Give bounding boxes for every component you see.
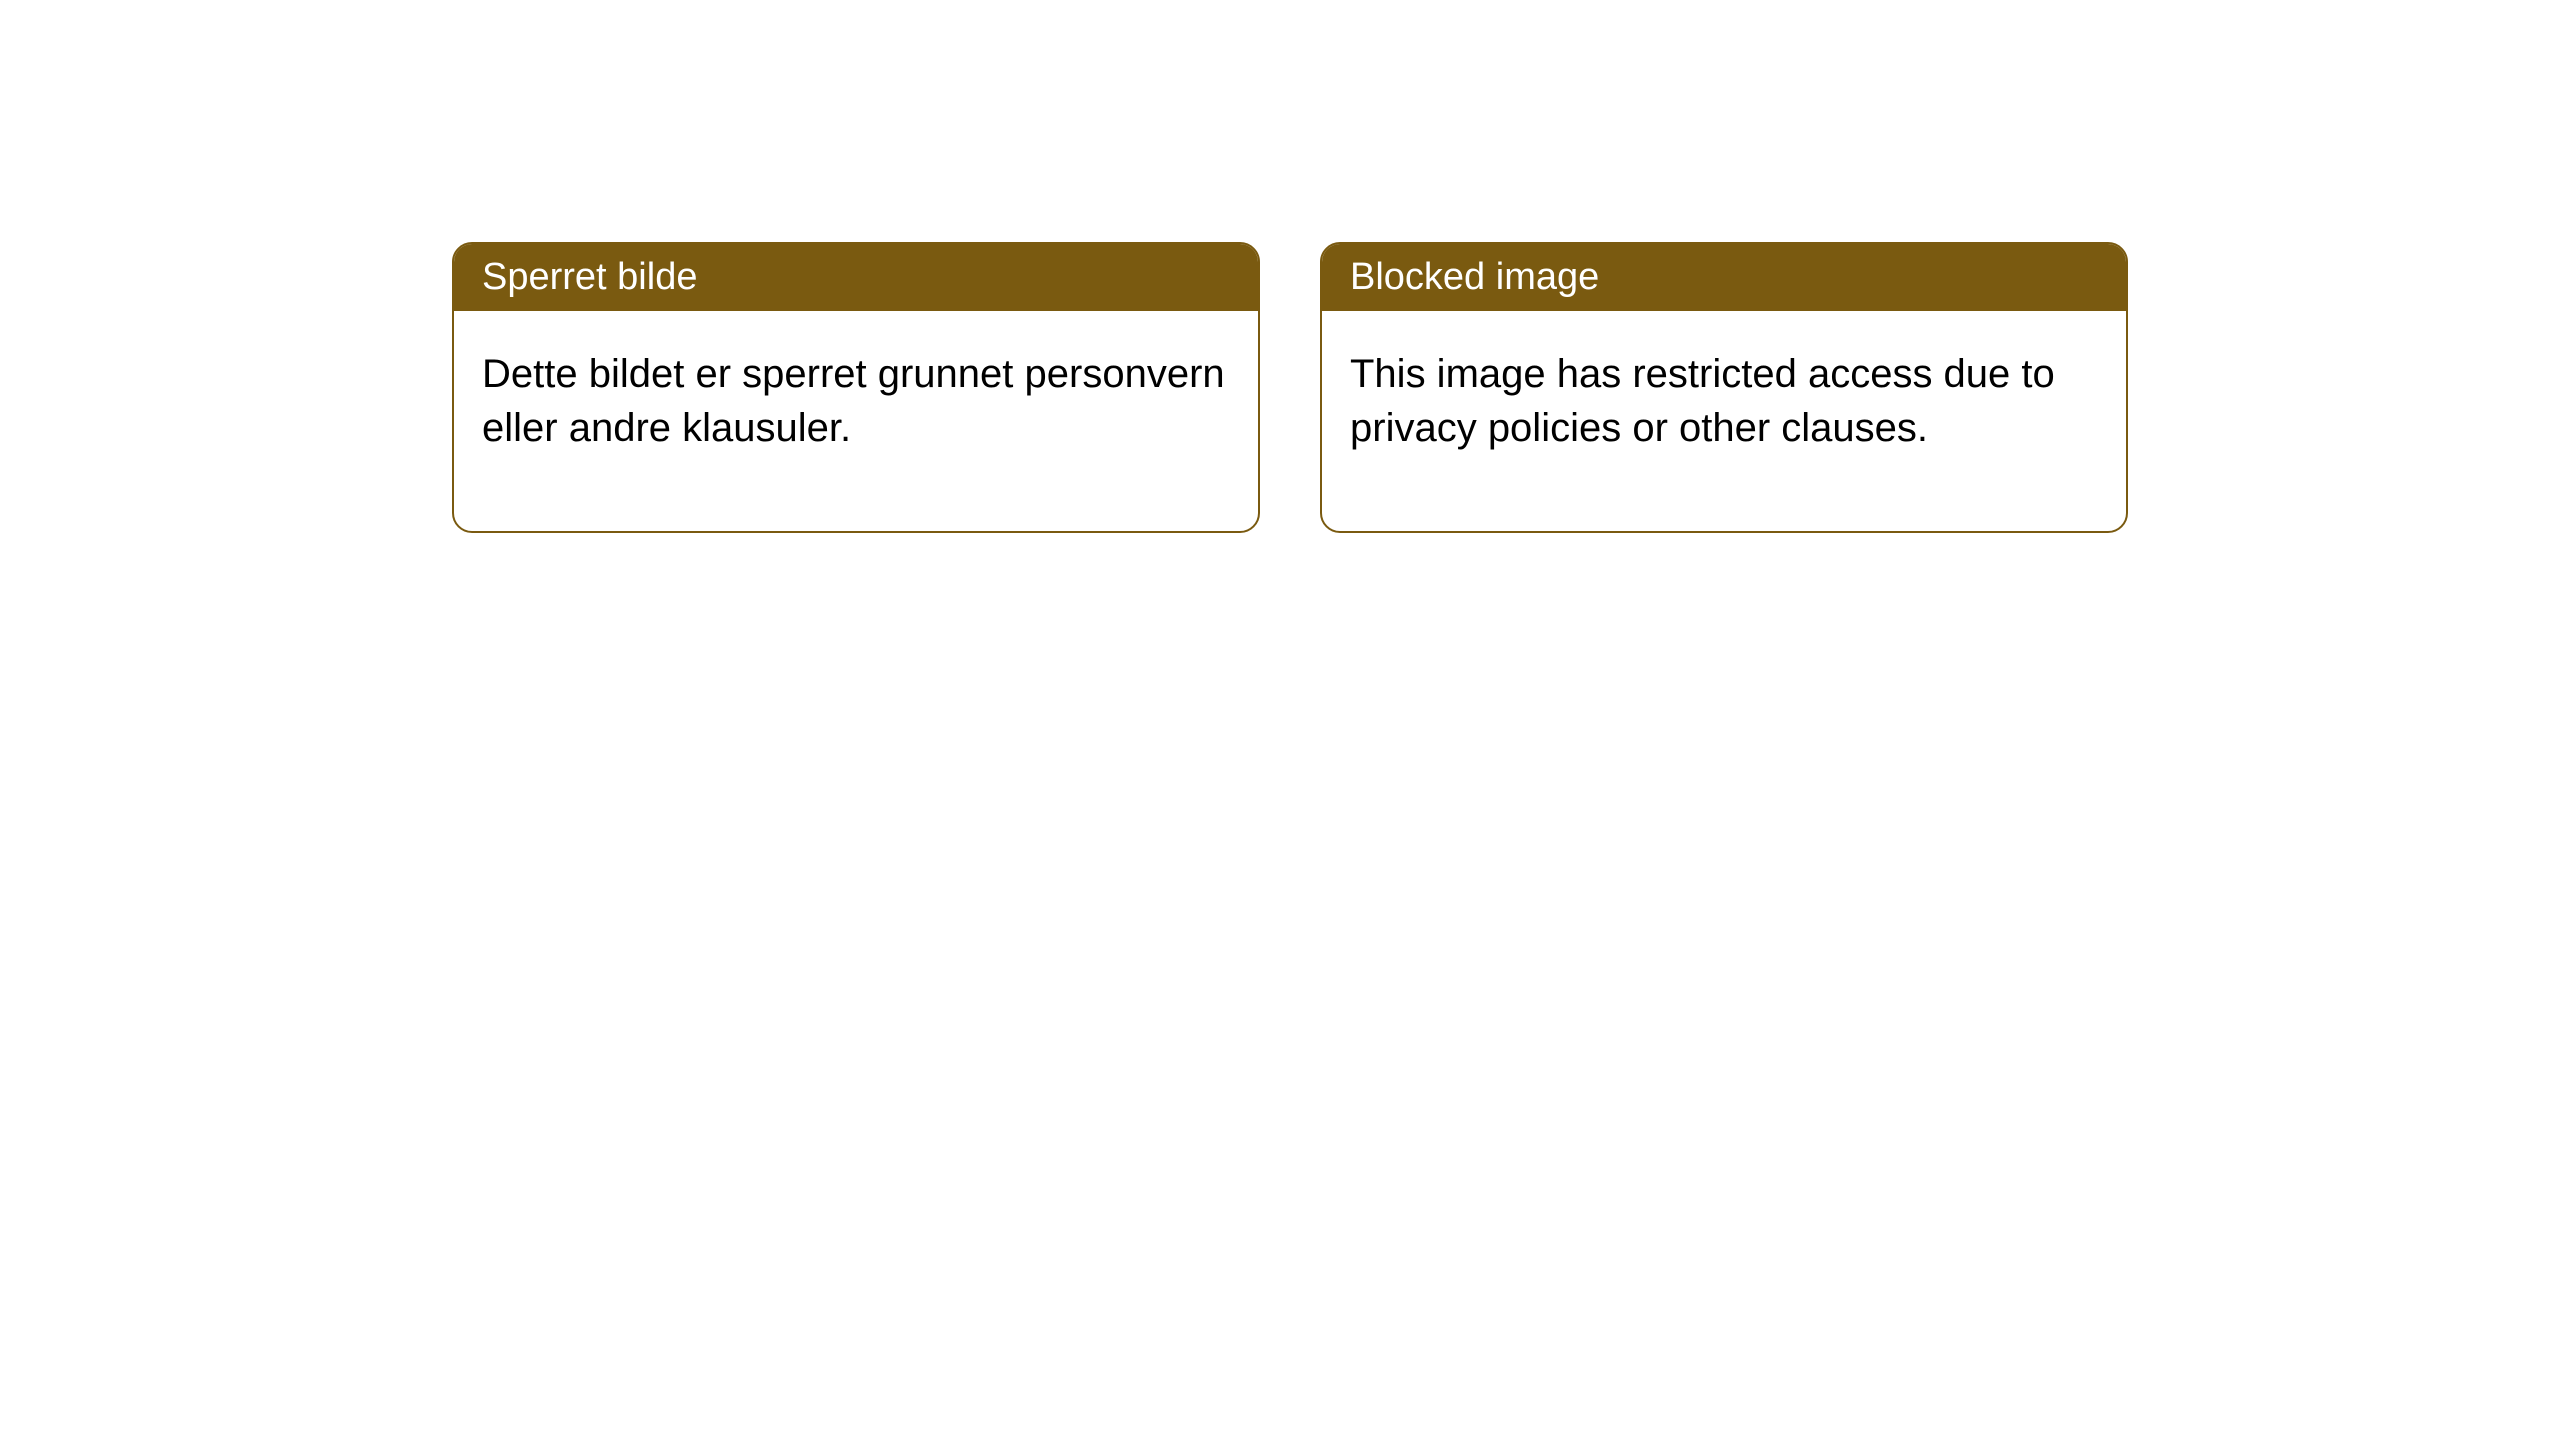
notice-card-norwegian: Sperret bilde Dette bildet er sperret gr…: [452, 242, 1260, 533]
notice-header-norwegian: Sperret bilde: [454, 244, 1258, 311]
notice-title-english: Blocked image: [1350, 256, 1599, 298]
notice-text-english: This image has restricted access due to …: [1350, 352, 2055, 450]
notice-body-english: This image has restricted access due to …: [1322, 311, 2126, 531]
notice-body-norwegian: Dette bildet er sperret grunnet personve…: [454, 311, 1258, 531]
notice-text-norwegian: Dette bildet er sperret grunnet personve…: [482, 352, 1225, 450]
notice-title-norwegian: Sperret bilde: [482, 256, 697, 298]
notice-card-english: Blocked image This image has restricted …: [1320, 242, 2128, 533]
notice-container: Sperret bilde Dette bildet er sperret gr…: [452, 242, 2128, 533]
notice-header-english: Blocked image: [1322, 244, 2126, 311]
